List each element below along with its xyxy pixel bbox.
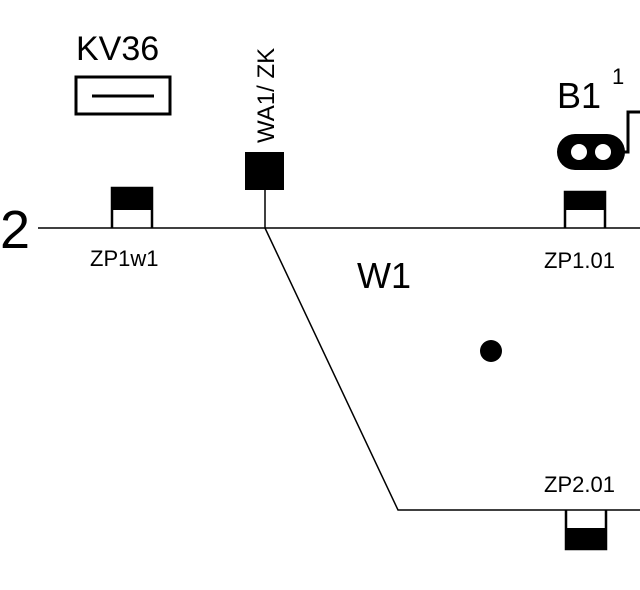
axle-counter-zp1w1 [110, 186, 154, 228]
switch-w1-label: W1 [357, 255, 411, 296]
signal-b1-head [557, 110, 640, 170]
axle-counter-zp2-01-label: ZP2.01 [544, 472, 615, 497]
junction-marker [245, 152, 284, 190]
axle-counter-zp1-01 [563, 190, 607, 228]
signal-b1-superscript: 1 [612, 64, 624, 89]
signal-kv36-label: KV36 [76, 30, 159, 68]
junction-label: WA1/ ZK [253, 48, 280, 143]
axle-counter-zp1w1-label: ZP1w1 [90, 246, 158, 271]
diverging-track-line [264, 227, 640, 511]
axle-counter-zp1-01-label: ZP1.01 [544, 248, 615, 273]
track-number-label: 2 [0, 200, 30, 260]
axle-counter-zp2-01 [564, 510, 608, 551]
signal-kv36-symbol [74, 75, 172, 116]
signal-b1-label: B1 [557, 75, 601, 116]
switch-position-dot [480, 340, 502, 362]
